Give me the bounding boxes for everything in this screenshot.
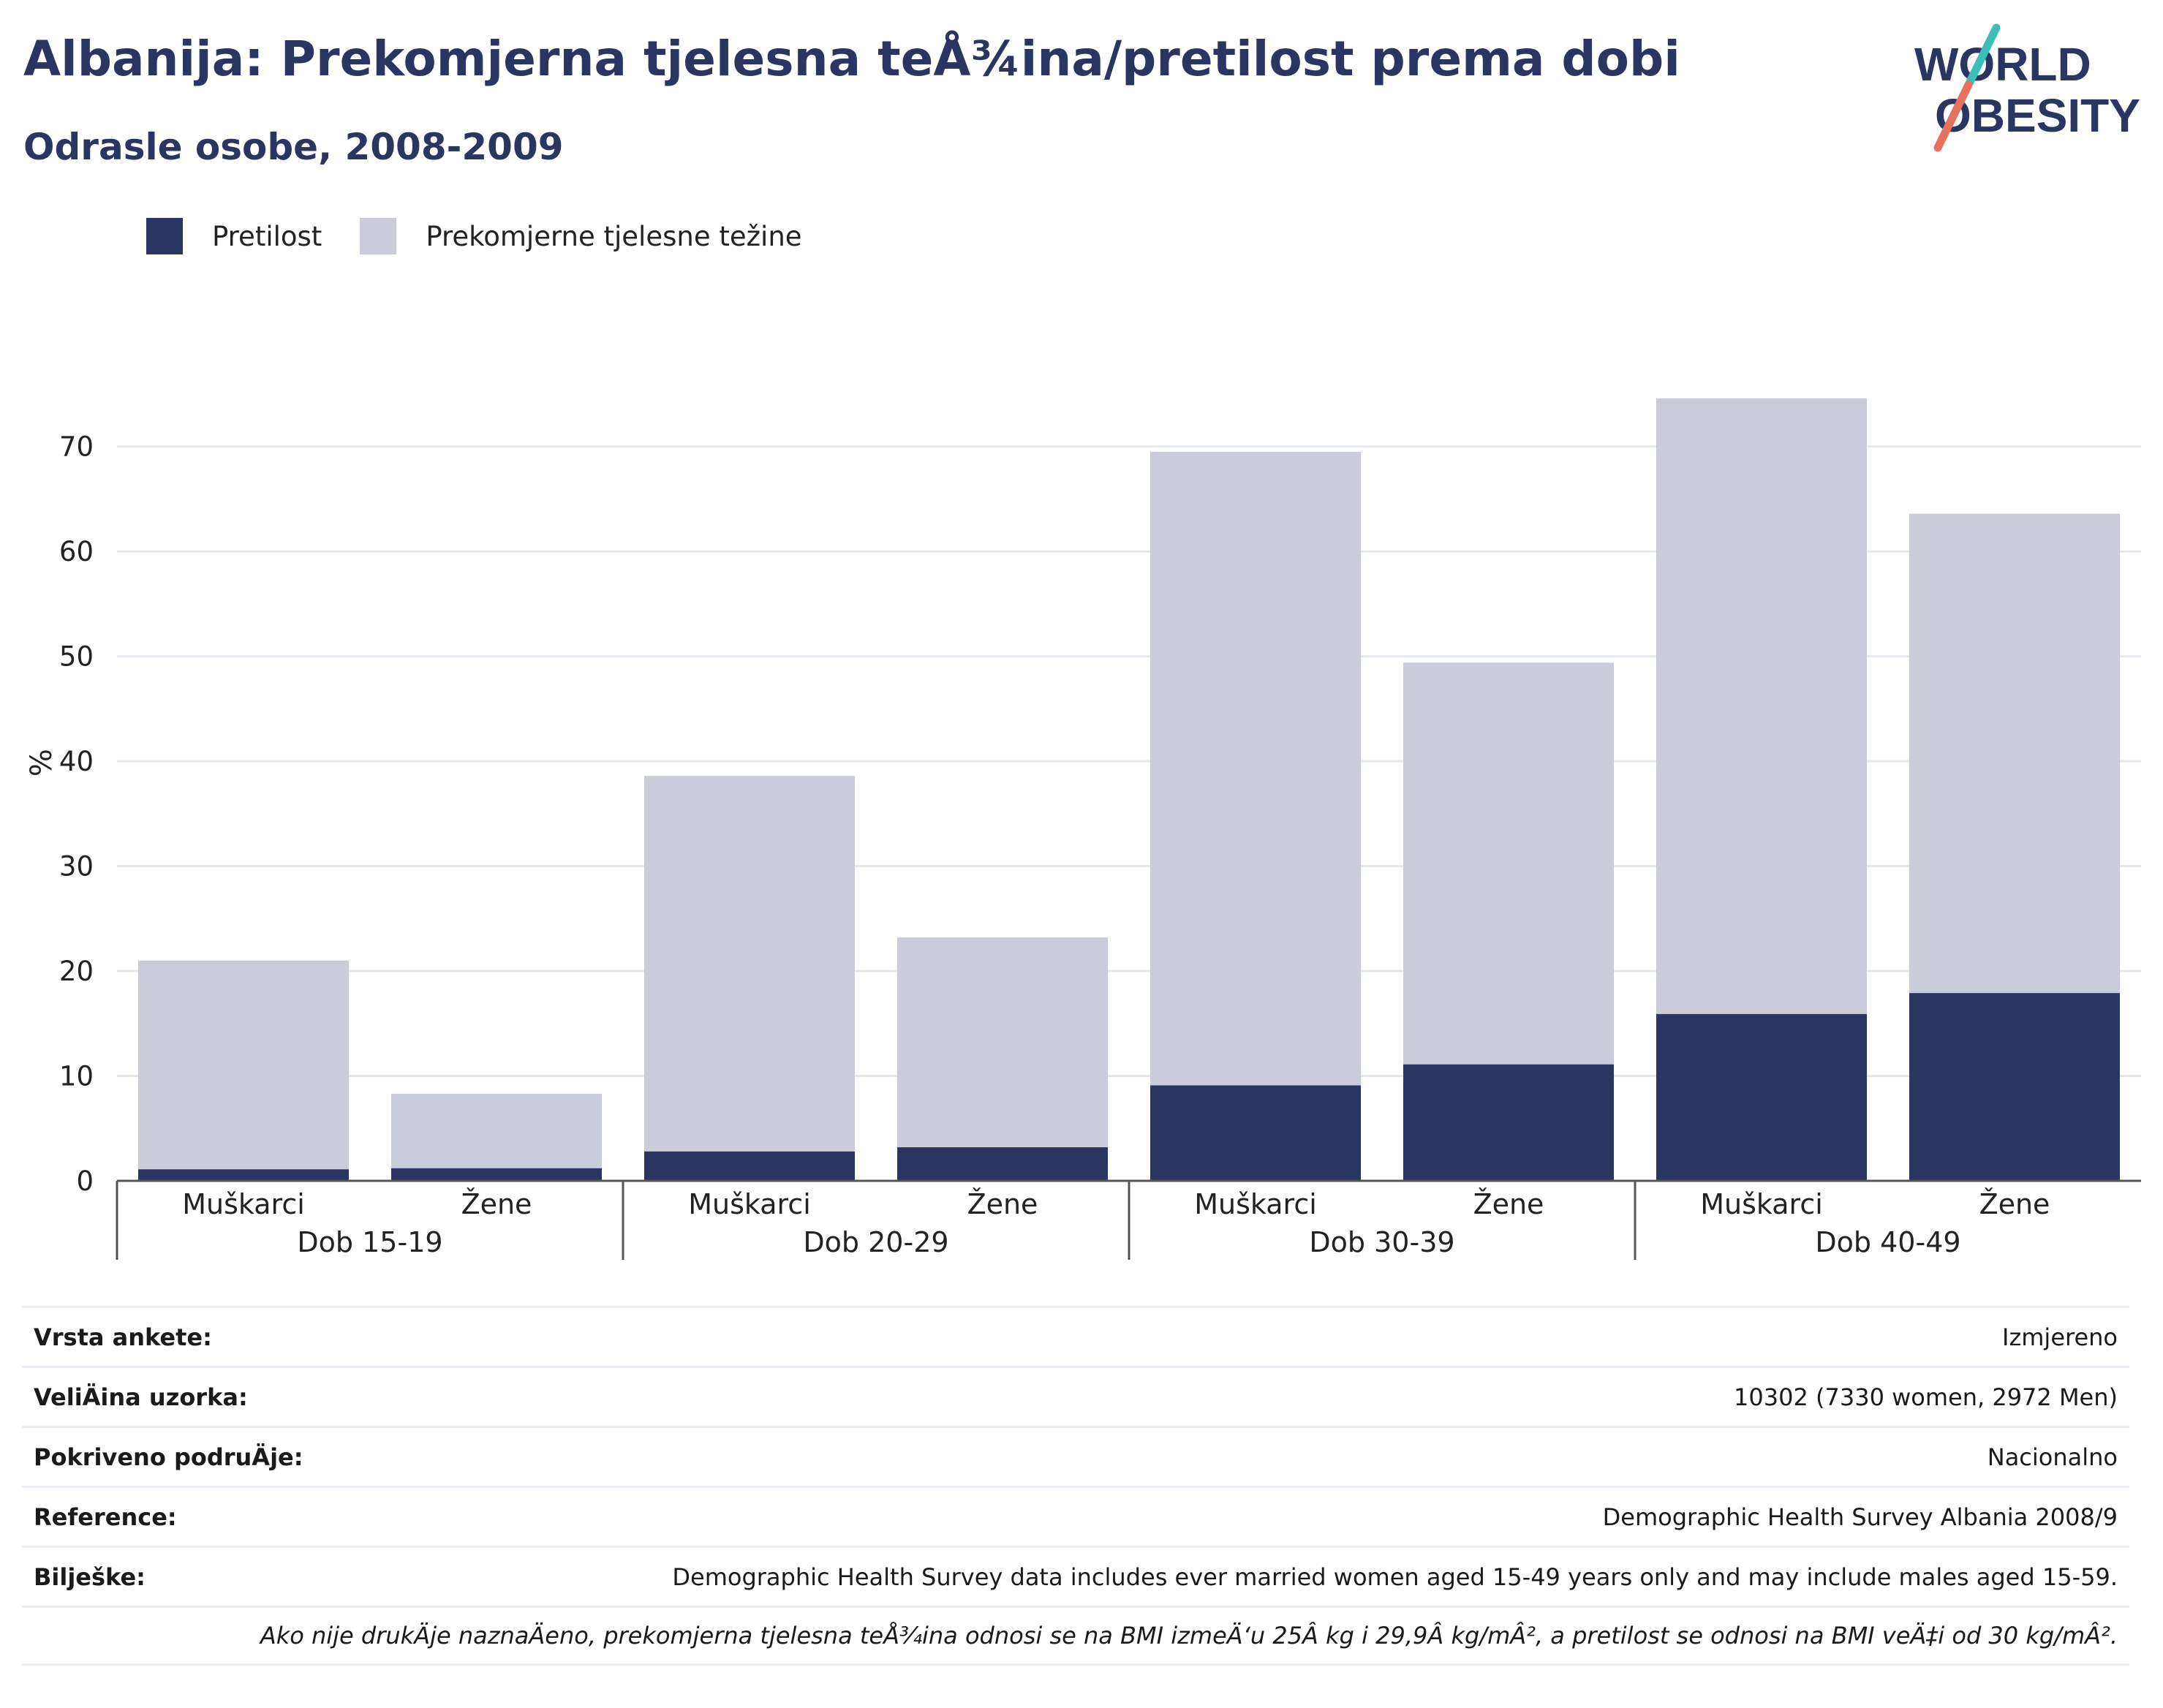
x-tick-label: Žene xyxy=(461,1188,532,1220)
bar-overweight xyxy=(1909,514,2120,994)
bar-overweight xyxy=(1656,398,1867,1014)
bar-obesity xyxy=(138,1169,349,1181)
x-tick-label: Muškarci xyxy=(182,1188,305,1220)
bar-obesity xyxy=(391,1168,602,1181)
y-tick-label: 50 xyxy=(59,641,94,673)
x-tick-label: Žene xyxy=(1979,1188,2050,1220)
bar-overweight xyxy=(1150,452,1361,1086)
x-tick-label: Muškarci xyxy=(688,1188,811,1220)
bar-overweight xyxy=(897,937,1108,1147)
info-label: Pokriveno podruÄ je: xyxy=(34,1443,303,1471)
footnote-text: Ako nije drukÄ je naznaÄ eno, prekomjern… xyxy=(260,1622,2118,1650)
group-label: Dob 30-39 xyxy=(1309,1226,1454,1258)
bar-overweight xyxy=(1403,662,1614,1064)
info-label: VeliÄ ina uzorka: xyxy=(34,1383,248,1411)
info-value: 10302 (7330 women, 2972 Men) xyxy=(1734,1383,2118,1411)
y-tick-label: 60 xyxy=(59,536,94,567)
info-value: Izmjereno xyxy=(2002,1323,2118,1351)
info-footnote: Ako nije drukÄ je naznaÄ eno, prekomjern… xyxy=(22,1606,2129,1666)
survey-info-table: Vrsta ankete: Izmjereno VeliÄ ina uzorka… xyxy=(22,1306,2129,1666)
group-label: Dob 40-49 xyxy=(1815,1226,1960,1258)
bar-obesity xyxy=(1403,1065,1614,1181)
y-axis-label: % xyxy=(25,749,58,776)
group-label: Dob 15-19 xyxy=(297,1226,442,1258)
y-tick-label: 40 xyxy=(59,746,94,777)
info-row-sample-size: VeliÄ ina uzorka: 10302 (7330 women, 297… xyxy=(22,1366,2129,1426)
x-tick-label: Žene xyxy=(967,1188,1038,1220)
x-tick-label: Muškarci xyxy=(1194,1188,1317,1220)
group-label: Dob 20-29 xyxy=(803,1226,948,1258)
info-label: Bilješke: xyxy=(34,1563,146,1591)
bar-obesity xyxy=(1150,1085,1361,1181)
bar-overweight xyxy=(391,1094,602,1168)
bar-overweight xyxy=(644,776,855,1152)
bar-obesity xyxy=(1656,1014,1867,1181)
y-tick-label: 30 xyxy=(59,851,94,883)
info-value: Nacionalno xyxy=(1988,1443,2118,1471)
bar-overweight xyxy=(138,961,349,1169)
stacked-bar-chart: 0 10 20 30 40 50 60 70% Muškarci Žene Muškarci Žene… xyxy=(0,0,2163,1287)
bar-obesity xyxy=(644,1152,855,1181)
info-value: Demographic Health Survey Albania 2008/9 xyxy=(1603,1503,2118,1531)
y-tick-label: 20 xyxy=(59,956,94,987)
info-row-survey-type: Vrsta ankete: Izmjereno xyxy=(22,1306,2129,1366)
y-tick-label: 70 xyxy=(59,431,94,463)
bar-obesity xyxy=(1909,993,2120,1181)
info-row-area-covered: Pokriveno podruÄ je: Nacionalno xyxy=(22,1426,2129,1486)
x-tick-label: Muškarci xyxy=(1700,1188,1823,1220)
info-label: Vrsta ankete: xyxy=(34,1323,212,1351)
info-row-notes: Bilješke: Demographic Health Survey data… xyxy=(22,1546,2129,1606)
y-tick-label: 0 xyxy=(76,1165,94,1197)
info-value: Demographic Health Survey data includes … xyxy=(672,1563,2118,1591)
y-tick-label: 10 xyxy=(59,1061,94,1092)
info-label: Reference: xyxy=(34,1503,177,1531)
x-tick-label: Žene xyxy=(1473,1188,1544,1220)
bar-obesity xyxy=(897,1147,1108,1181)
info-row-reference: Reference: Demographic Health Survey Alb… xyxy=(22,1486,2129,1546)
